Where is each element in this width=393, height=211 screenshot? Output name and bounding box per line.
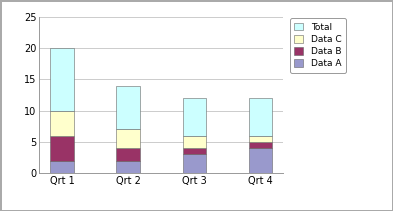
- Bar: [116, 86, 140, 129]
- Bar: [116, 129, 140, 148]
- Bar: [116, 161, 140, 173]
- Bar: [249, 98, 272, 135]
- Bar: [249, 148, 272, 173]
- Bar: [116, 148, 140, 161]
- Bar: [50, 48, 73, 111]
- Legend: Total, Data C, Data B, Data A: Total, Data C, Data B, Data A: [290, 18, 346, 73]
- Bar: [183, 148, 206, 154]
- Bar: [249, 142, 272, 148]
- Bar: [50, 135, 73, 161]
- Bar: [249, 135, 272, 142]
- Bar: [183, 98, 206, 135]
- Bar: [183, 135, 206, 148]
- Bar: [183, 154, 206, 173]
- Bar: [50, 161, 73, 173]
- Bar: [50, 111, 73, 135]
